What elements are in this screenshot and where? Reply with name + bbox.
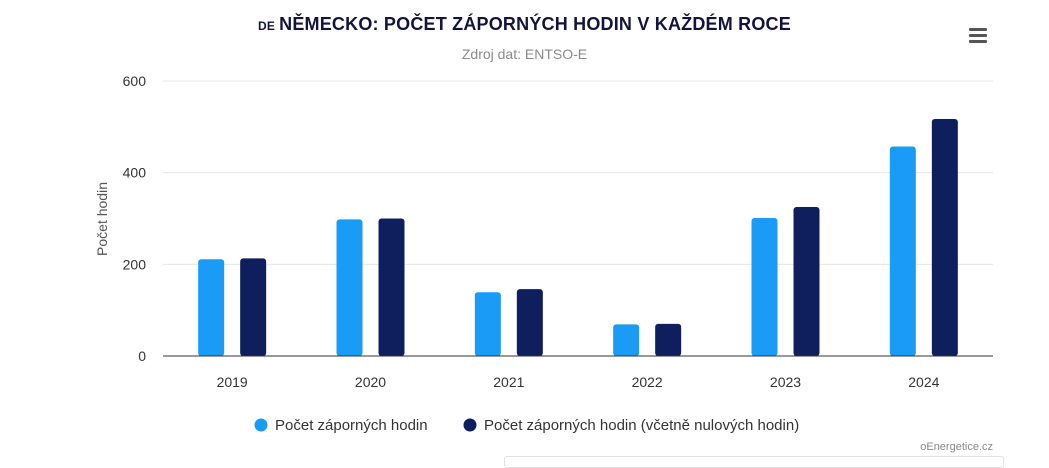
y-tick-label: 200 — [123, 256, 147, 272]
y-tick-label: 0 — [138, 348, 146, 364]
x-tick-label: 2019 — [217, 374, 248, 390]
x-tick-label: 2024 — [908, 374, 939, 390]
bottom-panel — [504, 456, 1004, 468]
chart-title: DE NĚMECKO: POČET ZÁPORNÝCH HODIN V KAŽDÉ… — [0, 14, 1049, 35]
chart-title-text: NĚMECKO: POČET ZÁPORNÝCH HODIN V KAŽDÉM … — [279, 14, 791, 34]
x-tick-label: 2021 — [493, 374, 524, 390]
legend-marker-series-2 — [463, 418, 477, 432]
chart-subtitle: Zdroj dat: ENTSO-E — [461, 46, 588, 62]
bar-series-2 — [240, 258, 267, 356]
bar-series-1 — [751, 218, 778, 356]
bar-series-2 — [378, 218, 405, 356]
country-code: DE — [258, 19, 276, 33]
bar-series-1 — [613, 324, 640, 356]
hamburger-menu-icon[interactable] — [966, 26, 990, 46]
bar-series-1 — [198, 259, 225, 356]
y-axis-label: Počet hodin — [94, 182, 110, 256]
bar-series-1 — [336, 219, 363, 356]
bar-series-2 — [655, 323, 682, 356]
bar-series-2 — [516, 289, 543, 356]
legend-label-series-2: Počet záporných hodin (včetně nulových h… — [484, 417, 799, 434]
x-tick-label: 2020 — [355, 374, 386, 390]
legend-label-series-1: Počet záporných hodin — [275, 417, 428, 434]
credit-link[interactable]: oEnergetice.cz — [920, 441, 993, 453]
bar-series-2 — [931, 119, 958, 357]
x-tick-label: 2023 — [770, 374, 801, 390]
bar-series-1 — [474, 292, 501, 356]
legend-marker-series-1 — [254, 418, 268, 432]
x-tick-label: 2022 — [632, 374, 663, 390]
bar-series-2 — [793, 207, 820, 356]
y-tick-label: 600 — [123, 73, 147, 89]
bar-series-1 — [889, 146, 916, 356]
y-tick-label: 400 — [123, 165, 147, 181]
